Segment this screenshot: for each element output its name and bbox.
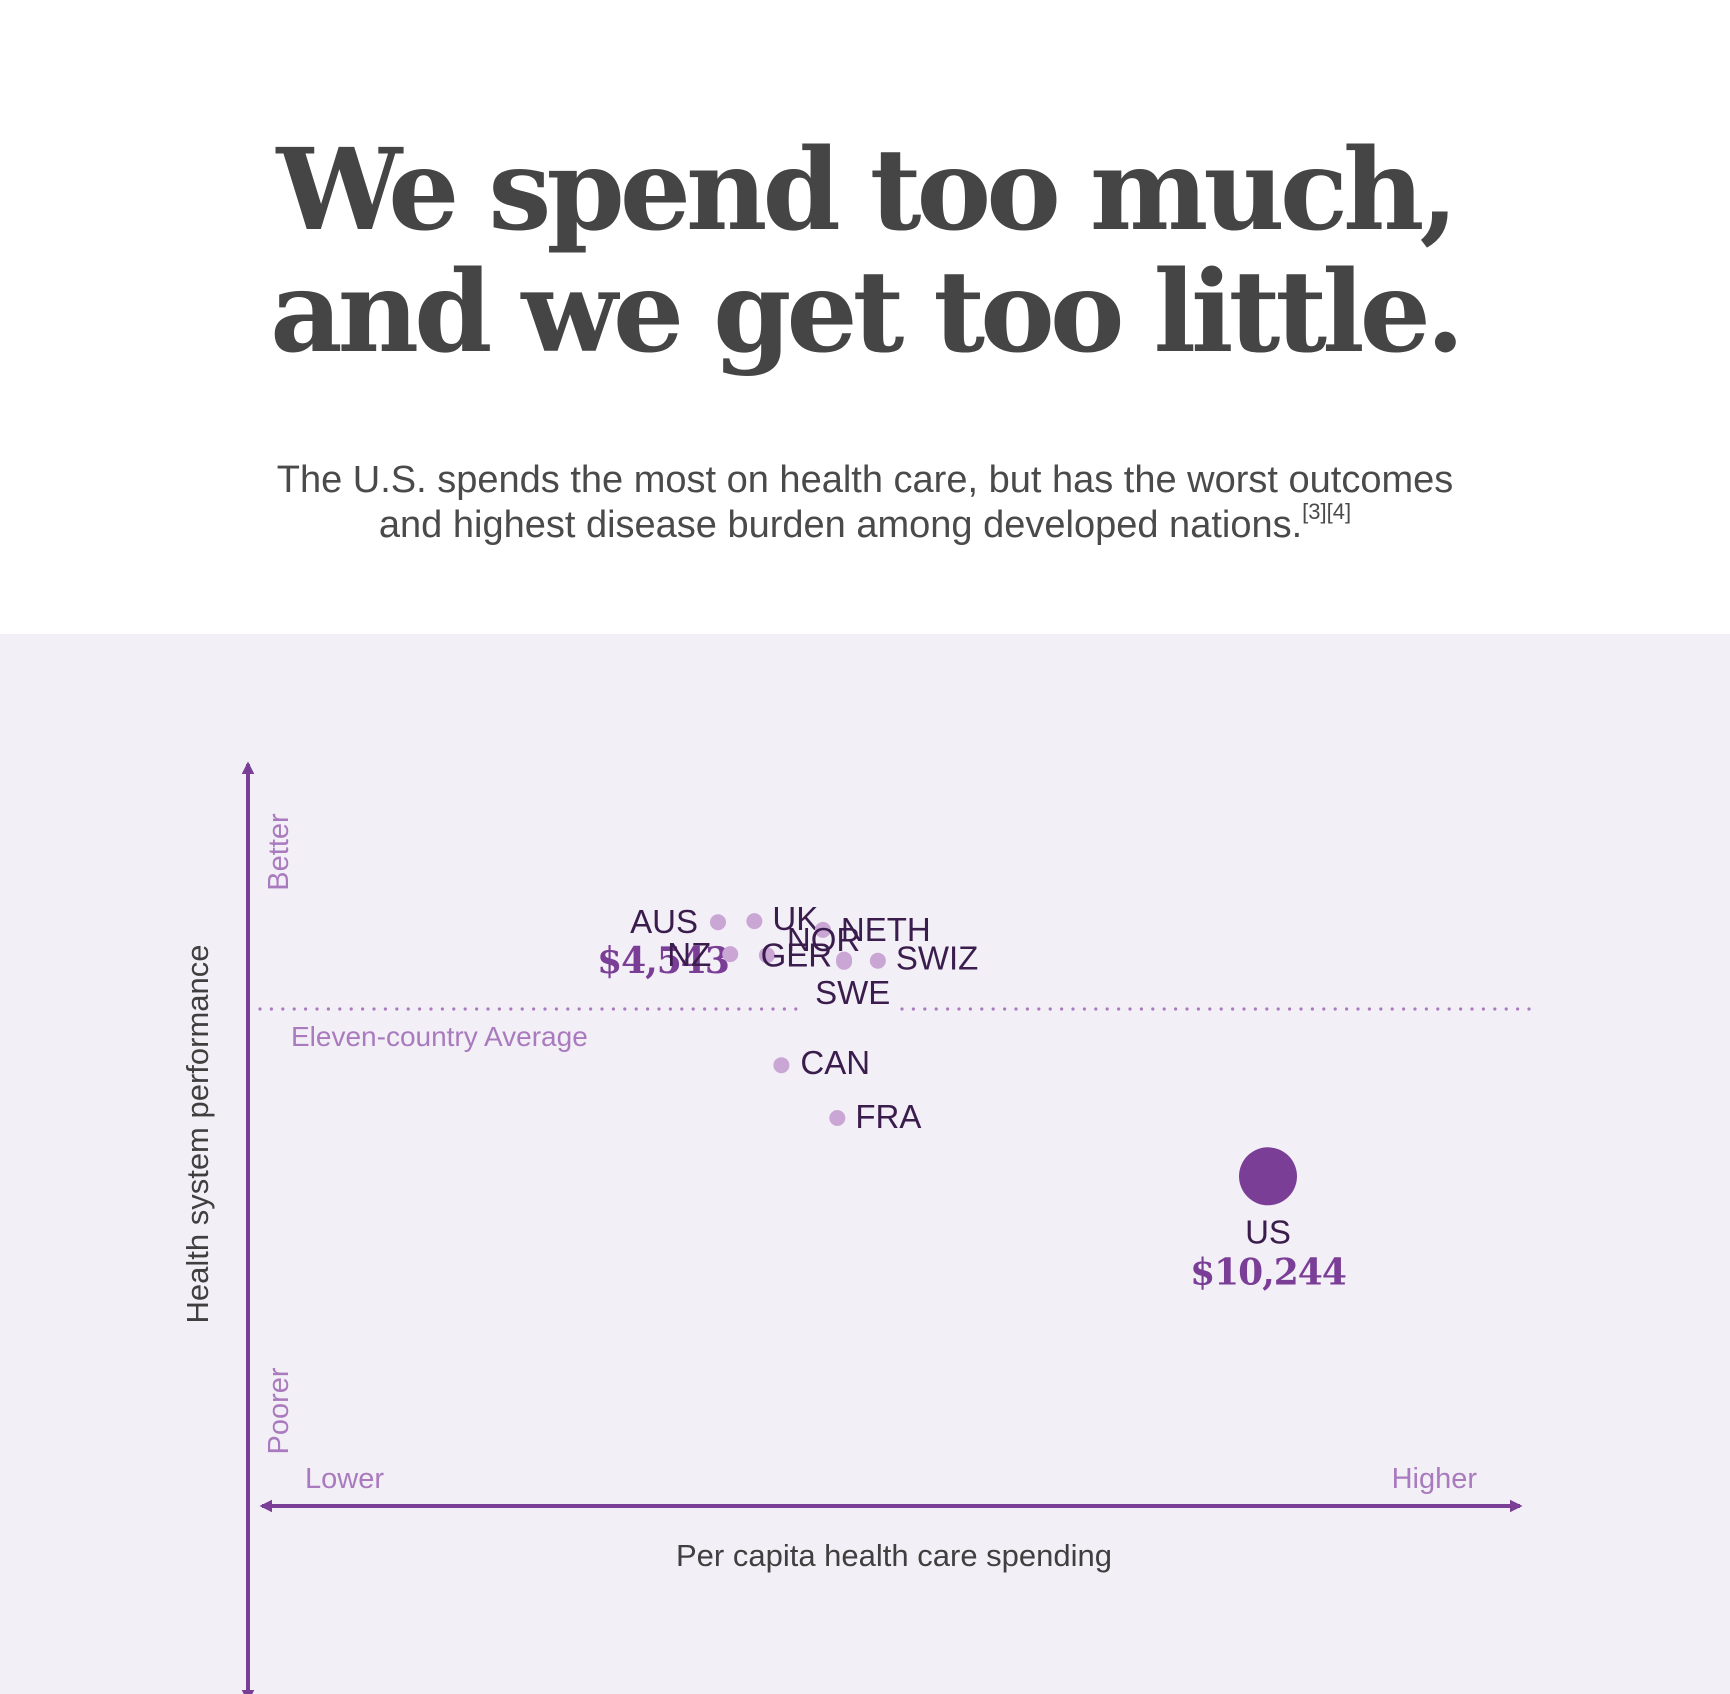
data-value-us: $10,244: [1190, 1251, 1346, 1293]
data-point-nz: [722, 946, 739, 963]
data-label-nor: NOR: [787, 921, 860, 958]
data-label-fra: FRA: [855, 1098, 921, 1135]
headline-line-1: We spend too much,: [276, 125, 1459, 256]
headline: We spend too much, and we get too little…: [0, 130, 1730, 374]
y-axis-high-label: Better: [263, 813, 295, 891]
scatter-chart: Eleven-country Average Health system per…: [180, 761, 1532, 1694]
data-point-aus: [710, 914, 726, 931]
data-point-swe: [836, 953, 853, 970]
data-label-swe: SWE: [815, 974, 890, 1011]
data-point-us: [1239, 1147, 1297, 1206]
data-point-fra: [829, 1110, 846, 1126]
data-point-swiz: [869, 952, 886, 969]
average-line-label: Eleven-country Average: [291, 1021, 588, 1052]
headline-line-2: and we get too little.: [270, 247, 1465, 378]
data-label-aus: AUS: [630, 903, 698, 940]
subtitle-line-1: The U.S. spends the most on health care,…: [276, 459, 1454, 501]
data-label-us: US: [1245, 1213, 1291, 1250]
subtitle: The U.S. spends the most on health care,…: [0, 458, 1730, 548]
y-axis-title: Health system performance: [180, 944, 215, 1323]
y-axis-low-label: Poorer: [263, 1367, 295, 1454]
x-axis-high-label: Higher: [1392, 1463, 1478, 1495]
data-value-aus: $4,543: [597, 940, 729, 982]
header-section: We spend too much, and we get too little…: [0, 0, 1730, 634]
subtitle-references: [3][4]: [1302, 499, 1352, 524]
data-point-uk: [746, 913, 763, 930]
data-point-neth: [814, 921, 831, 938]
x-axis-low-label: Lower: [305, 1463, 384, 1495]
data-label-swiz: SWIZ: [896, 940, 978, 977]
data-label-can: CAN: [800, 1044, 870, 1081]
data-point-can: [773, 1057, 790, 1074]
data-label-nz: NZ: [667, 936, 711, 973]
chart-panel: Eleven-country Average Health system per…: [0, 634, 1730, 1694]
data-label-neth: NETH: [841, 911, 931, 948]
x-axis-title: Per capita health care spending: [676, 1538, 1112, 1573]
data-label-uk: UK: [772, 900, 818, 937]
data-point-nor: [758, 947, 775, 964]
data-label-ger: GER: [761, 937, 833, 974]
subtitle-line-2: and highest disease burden among develop…: [378, 504, 1303, 546]
